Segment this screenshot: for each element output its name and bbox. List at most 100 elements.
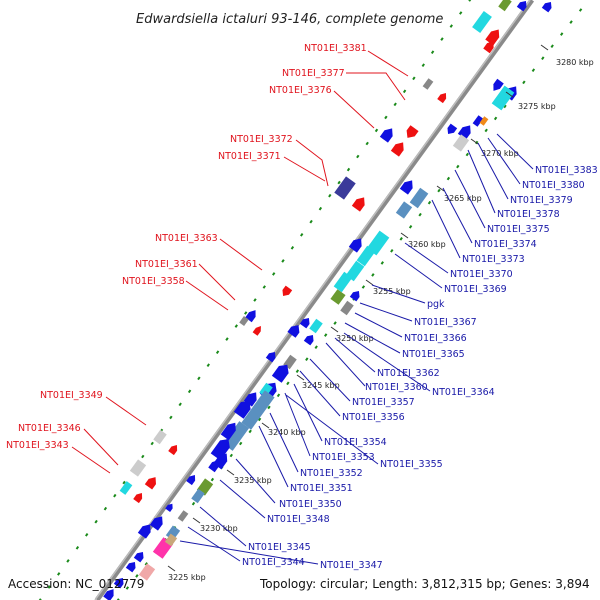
tick-3275: 3275 kbp — [505, 91, 556, 111]
tick-label-3225: 3225 kbp — [168, 573, 206, 582]
gene-label-nt01ei-3367[interactable]: NT01EI_3367 — [414, 317, 477, 328]
accession-text: Accession: NC_012779 — [8, 577, 144, 591]
feature-inner-23 — [349, 290, 360, 302]
feature-outer-0 — [422, 78, 434, 90]
feature-outer-11 — [153, 429, 167, 445]
gene-label-nt01ei-3358[interactable]: NT01EI_3358 — [122, 276, 185, 287]
tick-3260: 3260 kbp — [400, 232, 446, 249]
tick-3245: 3245 kbp — [296, 374, 340, 390]
tick-label-3245: 3245 kbp — [302, 381, 340, 390]
gene-label-nt01ei-3381[interactable]: NT01EI_3381 — [304, 43, 367, 54]
gene-label-nt01ei-3369[interactable]: NT01EI_3369 — [444, 284, 507, 295]
gene-label-nt01ei-3375[interactable]: NT01EI_3375 — [487, 224, 550, 235]
gene-label-nt01ei-3354[interactable]: NT01EI_3354 — [324, 437, 387, 448]
feature-inner-19 — [356, 245, 376, 267]
feature-inner-43 — [191, 488, 205, 504]
feature-outer-3 — [390, 142, 404, 157]
gene-label-nt01ei-3374[interactable]: NT01EI_3374 — [474, 239, 537, 250]
gene-label-nt01ei-3365[interactable]: NT01EI_3365 — [402, 349, 465, 360]
feature-inner-17 — [366, 230, 390, 256]
feature-inner-38 — [210, 439, 230, 461]
gene-label-nt01ei-3370[interactable]: NT01EI_3370 — [450, 269, 513, 280]
gene-label-nt01ei-3343[interactable]: NT01EI_3343 — [6, 440, 69, 451]
gene-label-nt01ei-3356[interactable]: NT01EI_3356 — [342, 412, 405, 423]
gene-label-nt01ei-3371[interactable]: NT01EI_3371 — [218, 151, 281, 162]
gene-label-nt01ei-3351[interactable]: NT01EI_3351 — [290, 483, 353, 494]
tick-label-3275: 3275 kbp — [518, 102, 556, 111]
feature-inner-5 — [541, 1, 552, 13]
gene-label-nt01ei-3347[interactable]: NT01EI_3347 — [320, 560, 383, 571]
gene-labels-left: NT01EI_3381 NT01EI_3377 NT01EI_3376 NT01… — [6, 43, 367, 451]
feature-inner-22 — [330, 289, 346, 305]
gene-label-nt01ei-3377[interactable]: NT01EI_3377 — [282, 68, 345, 79]
feature-inner-10 — [479, 116, 489, 126]
gene-label-nt01ei-3346[interactable]: NT01EI_3346 — [18, 423, 81, 434]
feature-outer-13 — [129, 459, 147, 477]
gene-label-nt01ei-3362[interactable]: NT01EI_3362 — [377, 368, 440, 379]
kbp-ticks: 3225 kbp 3230 kbp 3235 kbp 3240 kbp 3245… — [167, 44, 594, 582]
gene-label-nt01ei-3378[interactable]: NT01EI_3378 — [497, 209, 560, 220]
gene-label-nt01ei-3380[interactable]: NT01EI_3380 — [522, 180, 585, 191]
feature-outer-6 — [351, 197, 365, 212]
feature-outer-12 — [168, 444, 178, 456]
feature-inner-55 — [113, 577, 124, 589]
feature-inner-47 — [149, 516, 163, 531]
gene-labels-right: NT01EI_3383 NT01EI_3380 NT01EI_3379 NT01… — [242, 165, 598, 571]
gene-label-nt01ei-3363[interactable]: NT01EI_3363 — [155, 233, 218, 244]
feature-inner-14 — [399, 180, 413, 195]
gene-label-nt01ei-3366[interactable]: NT01EI_3366 — [404, 333, 467, 344]
gene-label-nt01ei-3364[interactable]: NT01EI_3364 — [432, 387, 495, 398]
feature-inner-18 — [348, 238, 362, 253]
tick-3235: 3235 kbp — [226, 469, 272, 485]
feature-outer-5 — [334, 176, 356, 200]
tick-3280: 3280 kbp — [540, 44, 594, 67]
feature-inner-24 — [340, 300, 354, 316]
gene-label-nt01ei-3372[interactable]: NT01EI_3372 — [230, 134, 293, 145]
gene-label-nt01ei-3350[interactable]: NT01EI_3350 — [279, 499, 342, 510]
feature-outer-15 — [119, 481, 133, 495]
feature-inner-6 — [493, 78, 504, 91]
dotted-guide-outer — [38, 0, 472, 600]
tick-label-3235: 3235 kbp — [234, 476, 272, 485]
genome-summary-text: Topology: circular; Length: 3,812,315 bp… — [259, 577, 590, 591]
feature-outer-4 — [406, 125, 419, 138]
tick-3250: 3250 kbp — [330, 326, 374, 343]
map-title: Edwardsiella ictaluri 93-146, complete g… — [136, 12, 443, 27]
feature-outer-9 — [239, 316, 249, 326]
gene-label-nt01ei-3344[interactable]: NT01EI_3344 — [242, 557, 305, 568]
feature-inner-26 — [299, 317, 310, 329]
gene-label-nt01ei-3383[interactable]: NT01EI_3383 — [535, 165, 598, 176]
feature-inner-13 — [447, 123, 458, 135]
gene-label-pgk[interactable]: pgk — [427, 299, 445, 310]
gene-label-nt01ei-3353[interactable]: NT01EI_3353 — [312, 452, 375, 463]
gene-label-nt01ei-3357[interactable]: NT01EI_3357 — [352, 397, 415, 408]
feature-inner-28 — [303, 334, 314, 346]
gene-label-nt01ei-3373[interactable]: NT01EI_3373 — [462, 254, 525, 265]
gene-label-nt01ei-3379[interactable]: NT01EI_3379 — [510, 195, 573, 206]
gene-label-nt01ei-3376[interactable]: NT01EI_3376 — [269, 85, 332, 96]
gene-label-nt01ei-3361[interactable]: NT01EI_3361 — [135, 259, 198, 270]
gene-label-nt01ei-3349[interactable]: NT01EI_3349 — [40, 390, 103, 401]
feature-inner-12 — [452, 134, 470, 152]
gene-label-nt01ei-3352[interactable]: NT01EI_3352 — [300, 468, 363, 479]
feature-inner-39 — [220, 422, 236, 441]
feature-inner-31 — [271, 364, 289, 383]
feature-inner-8 — [491, 85, 515, 111]
feature-outer-1 — [437, 92, 447, 104]
gene-label-nt01ei-3355[interactable]: NT01EI_3355 — [380, 459, 443, 470]
feature-outer-7 — [282, 285, 293, 297]
feature-inner-44 — [186, 474, 196, 486]
feature-inner-16 — [395, 201, 413, 219]
tick-3225: 3225 kbp — [167, 565, 206, 582]
gene-label-nt01ei-3348[interactable]: NT01EI_3348 — [267, 514, 330, 525]
feature-outer-14 — [144, 477, 156, 490]
gene-label-nt01ei-3360[interactable]: NT01EI_3360 — [365, 382, 428, 393]
feature-inner-56 — [103, 589, 114, 600]
feature-outer-2 — [379, 128, 393, 143]
gene-label-nt01ei-3345[interactable]: NT01EI_3345 — [248, 542, 311, 553]
leader-lines-left — [71, 50, 409, 474]
tick-label-3260: 3260 kbp — [408, 240, 446, 249]
feature-inner-9 — [472, 115, 484, 127]
feature-inner-53 — [125, 561, 136, 573]
tick-3270: 3270 kbp — [470, 138, 519, 158]
